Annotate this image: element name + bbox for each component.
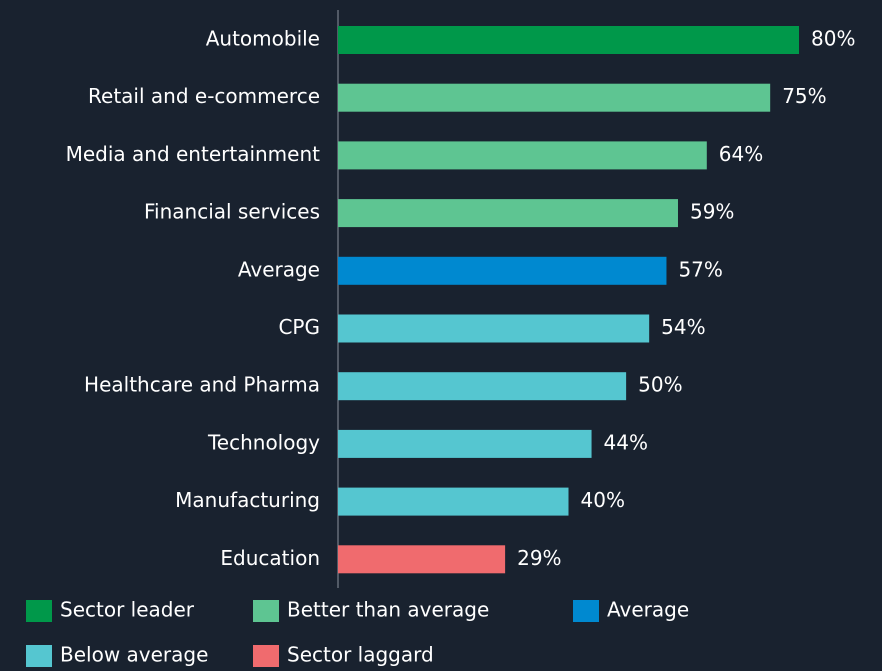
bar [338, 199, 678, 227]
value-label: 54% [661, 315, 705, 339]
bar [338, 372, 626, 400]
legend-label: Better than average [287, 598, 489, 622]
bar [338, 84, 770, 112]
bar [338, 488, 569, 516]
value-label: 44% [604, 430, 648, 454]
bar [338, 545, 505, 573]
value-label: 59% [690, 200, 734, 224]
category-label: Financial services [144, 200, 320, 224]
category-label: Automobile [206, 27, 320, 51]
legend-label: Sector laggard [287, 643, 434, 667]
value-label: 40% [581, 488, 625, 512]
category-label: Manufacturing [175, 488, 320, 512]
legend-label: Below average [60, 643, 208, 667]
bar [338, 257, 666, 285]
category-label: Technology [207, 430, 320, 454]
category-label: CPG [278, 315, 320, 339]
category-label: Education [220, 546, 320, 570]
bar [338, 315, 649, 343]
value-label: 29% [517, 546, 561, 570]
bar [338, 141, 707, 169]
page: Automobile 80% Retail and e-commerce 75% Med… [0, 0, 882, 671]
legend-label: Average [607, 598, 689, 622]
value-label: 64% [719, 142, 763, 166]
category-label: Healthcare and Pharma [84, 373, 320, 397]
legend-swatch [573, 600, 599, 622]
bar [338, 430, 592, 458]
value-label: 50% [638, 373, 682, 397]
value-label: 75% [782, 84, 826, 108]
legend-swatch [253, 600, 279, 622]
category-label: Media and entertainment [66, 142, 321, 166]
category-label: Average [238, 257, 320, 281]
legend-label: Sector leader [60, 598, 195, 622]
legend-swatch [253, 645, 279, 667]
legend-swatch [26, 600, 52, 622]
value-label: 80% [811, 27, 855, 51]
chart: Automobile 80% Retail and e-commerce 75% Med… [0, 0, 882, 671]
category-label: Retail and e-commerce [88, 84, 320, 108]
bar [338, 26, 799, 54]
legend-swatch [26, 645, 52, 667]
value-label: 57% [678, 257, 722, 281]
